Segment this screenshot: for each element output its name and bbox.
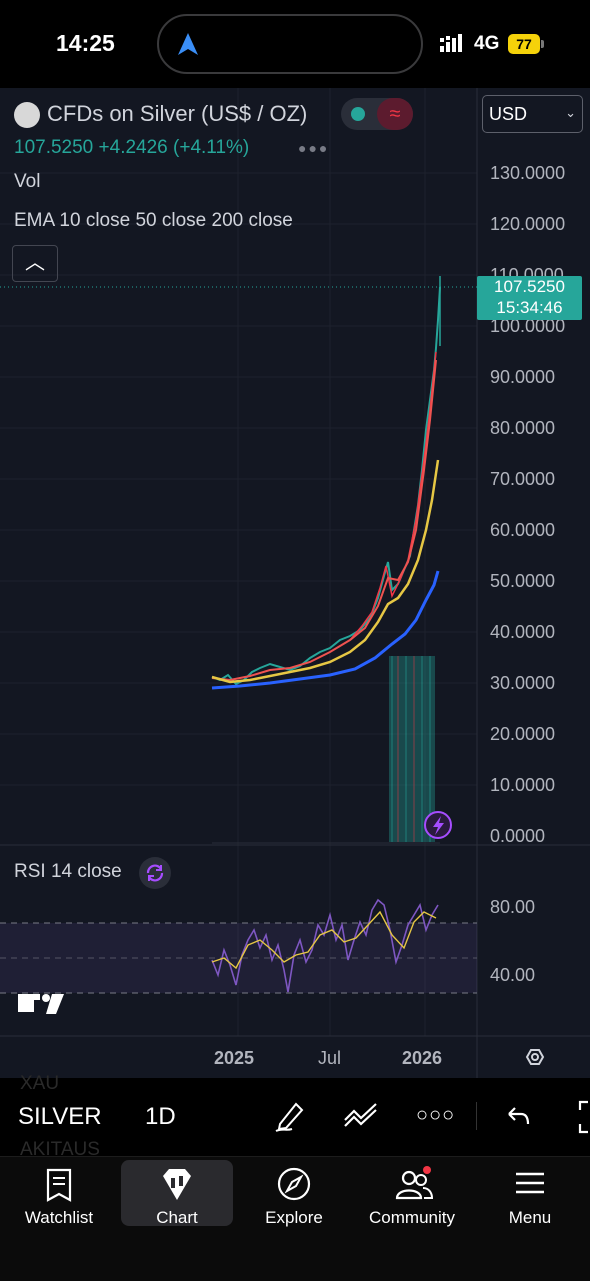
symbol-selector[interactable]: SILVER [18, 1103, 102, 1130]
navigation-arrow-icon [178, 33, 198, 55]
indicators-icon[interactable] [342, 1100, 380, 1130]
market-status-toggle[interactable]: ≈ [341, 98, 413, 130]
time-tick: 2026 [402, 1048, 443, 1068]
tab-menu[interactable]: Menu [474, 1160, 586, 1227]
dynamic-island[interactable] [157, 14, 423, 74]
tab-explore[interactable]: Explore [238, 1160, 350, 1227]
volume-legend[interactable]: Vol [14, 171, 41, 192]
chart-icon [163, 1169, 191, 1200]
price-tick: 100.0000 [490, 316, 566, 336]
tab-label: Chart [156, 1208, 198, 1227]
price-candles [211, 286, 441, 686]
price-tick: 130.0000 [490, 163, 566, 183]
symbol-title[interactable]: CFDs on Silver (US$ / OZ) [47, 101, 308, 126]
rsi-tick: 40.00 [490, 965, 536, 985]
price-tick: 60.0000 [490, 520, 556, 540]
tab-chart[interactable]: Chart [121, 1160, 233, 1227]
chart-settings-icon [525, 1049, 545, 1065]
drawing-pen-icon[interactable] [272, 1098, 308, 1134]
watchlist-icon [46, 1168, 72, 1202]
battery-icon [541, 40, 544, 48]
collapse-legend-button[interactable]: ︿ [12, 245, 58, 282]
time-tick: 2025 [214, 1048, 255, 1068]
symbol-icon [14, 102, 40, 128]
compass-icon [277, 1167, 311, 1201]
rsi-tick: 80.00 [490, 897, 536, 917]
price-tick: 0.0000 [490, 826, 546, 846]
timeframe-selector[interactable]: 1D [145, 1103, 176, 1130]
wave-icon: ≈ [377, 98, 413, 130]
more-options-icon[interactable]: ○○○ [416, 1104, 456, 1126]
price-tick: 50.0000 [490, 571, 556, 591]
volume-bars [389, 656, 435, 842]
ghost-symbol-above: XAU [20, 1073, 60, 1094]
tab-label: Community [369, 1208, 455, 1227]
ema-legend[interactable]: EMA 10 close 50 close 200 close [14, 210, 293, 231]
undo-icon[interactable] [505, 1104, 531, 1128]
badge-price: 107.5250 [494, 277, 565, 296]
ema50-line [211, 459, 440, 684]
tab-label: Explore [265, 1208, 323, 1227]
price-tick: 30.0000 [490, 673, 556, 693]
price-change-percent: (+4.11%) [173, 137, 250, 158]
more-dots-icon[interactable]: ●●● [298, 140, 330, 156]
price-tick: 80.0000 [490, 418, 556, 438]
ghost-symbol-below: AKITAUS [20, 1139, 100, 1160]
network-type: 4G [474, 33, 500, 54]
tab-label: Menu [508, 1208, 552, 1227]
signal-icon [440, 34, 462, 52]
rsi-line [211, 898, 439, 993]
rsi-refresh-icon[interactable] [139, 857, 171, 889]
price-change: +4.2426 [98, 137, 168, 158]
ema10-line [211, 359, 437, 682]
tab-community[interactable]: Community [356, 1160, 468, 1227]
community-icon [395, 1166, 434, 1200]
fullscreen-icon[interactable] [572, 1100, 590, 1134]
price-tick: 90.0000 [490, 367, 556, 387]
chevron-down-icon: ⌄ [565, 105, 576, 120]
tab-watchlist[interactable]: Watchlist [3, 1160, 115, 1227]
chart-area[interactable] [0, 88, 590, 1078]
price-tick: 40.0000 [490, 622, 556, 642]
price-tick: 20.0000 [490, 724, 556, 744]
ema200-line [211, 570, 440, 690]
clock: 14:25 [56, 30, 115, 56]
tab-label: Watchlist [24, 1208, 94, 1227]
price-summary: 107.5250 +4.2426 (+4.11%) [14, 137, 249, 159]
currency-select[interactable]: USD ⌄ [482, 95, 583, 133]
last-price-badge: 107.5250 15:34:46 [477, 276, 582, 320]
price-tick: 10.0000 [490, 775, 556, 795]
lightning-icon [424, 811, 452, 839]
rsi-legend[interactable]: RSI 14 close [14, 861, 122, 882]
rsi-ma-line [211, 910, 437, 970]
time-tick: Jul [318, 1048, 342, 1068]
battery-level: 77 [508, 34, 540, 54]
tradingview-logo [18, 994, 64, 1014]
price-tick: 120.0000 [490, 214, 566, 234]
menu-icon [516, 1172, 544, 1194]
chart-canvas[interactable] [0, 88, 590, 1078]
market-open-icon [351, 107, 365, 121]
bar-countdown: 15:34:46 [496, 298, 563, 317]
last-price: 107.5250 [14, 137, 94, 158]
toolbar-divider [476, 1102, 477, 1130]
tab-bar [0, 1156, 590, 1281]
price-tick: 70.0000 [490, 469, 556, 489]
